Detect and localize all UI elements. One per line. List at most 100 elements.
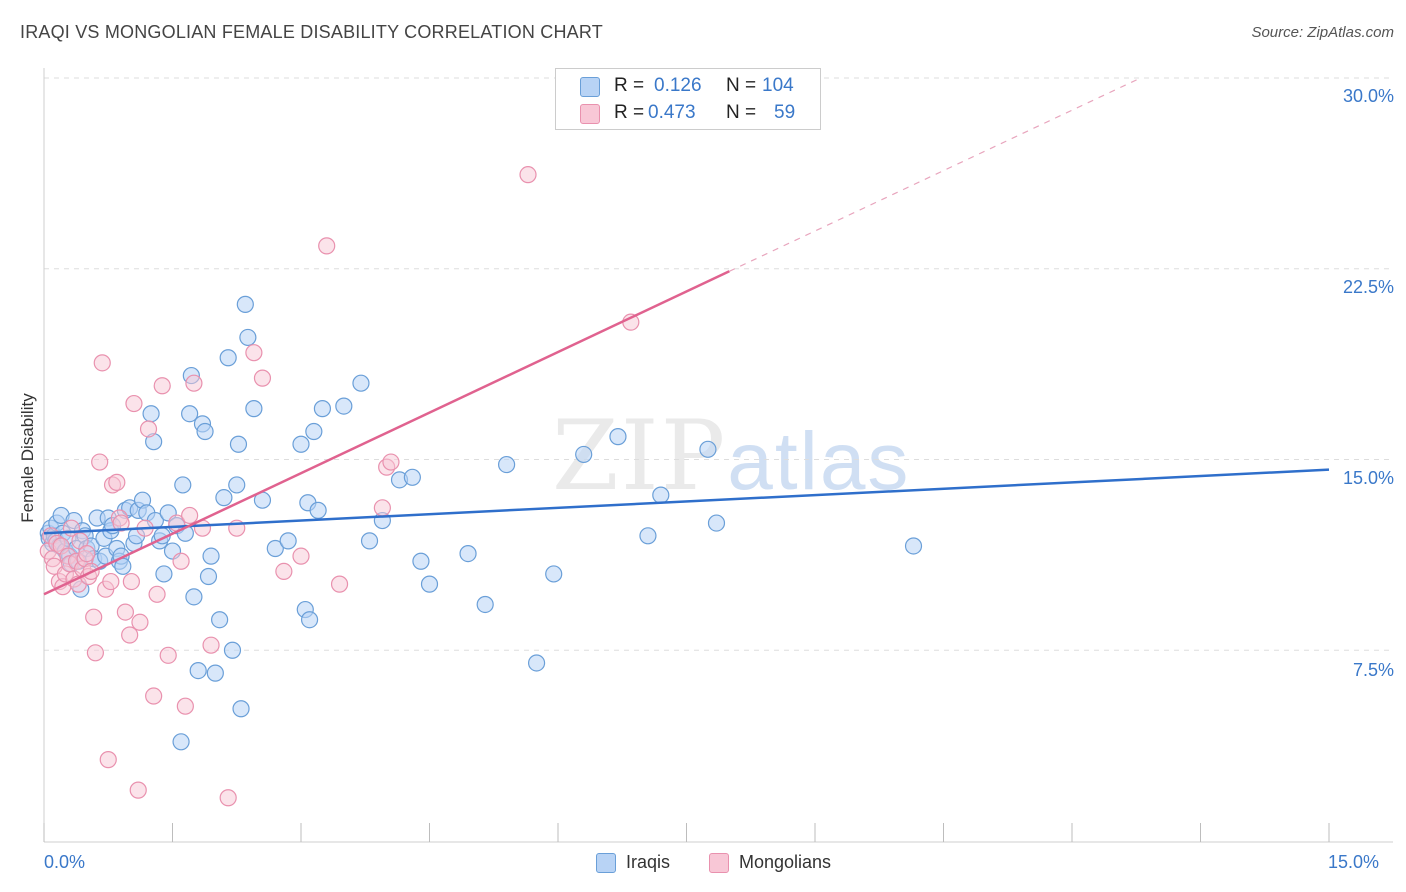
mongolians-point [176, 697, 194, 715]
mongolians-point [93, 354, 111, 372]
source-note: Source: ZipAtlas.com [1251, 24, 1394, 41]
iraqis-point [609, 428, 627, 446]
mongolians-point [129, 781, 147, 799]
mongolians-trend-line [43, 270, 730, 596]
mongolians-point [99, 751, 117, 769]
iraqis-point [174, 476, 192, 494]
iraqis-point [300, 611, 319, 629]
iraqis-point [313, 400, 332, 418]
iraqis-point [459, 545, 477, 563]
mongolians-point [108, 473, 126, 491]
mongolians-point [148, 585, 166, 603]
iraqis-point [172, 733, 190, 751]
iraqis-point [279, 532, 297, 550]
legend-n-label: N = [726, 75, 757, 96]
mongolians-point [159, 646, 177, 664]
iraqis-trend-line [43, 468, 1330, 535]
iraqis-point [202, 547, 220, 565]
iraqis-swatch [596, 853, 616, 873]
iraqis-point [527, 654, 546, 672]
iraqis-point [181, 405, 199, 423]
mongolians-point [219, 789, 237, 807]
bottom-legend-label: Iraqis [626, 852, 671, 872]
iraqis-point [652, 486, 670, 504]
iraqis-point [232, 700, 250, 718]
mongolians-point [78, 545, 96, 563]
iraqis-point [206, 664, 224, 682]
iraqis-point [904, 537, 923, 555]
iraqis-point [215, 489, 233, 507]
iraqis-point [305, 422, 323, 441]
iraqis-point [498, 455, 516, 474]
x-tick-label: 15.0% [1328, 852, 1380, 872]
mongolians-point [330, 575, 349, 593]
y-tick-label: 30.0% [1342, 86, 1394, 106]
mongolians-point [85, 608, 103, 626]
iraqis-point [155, 565, 173, 583]
legend-n-value: 104 [762, 75, 794, 96]
mongolians-point [245, 344, 263, 362]
iraqis-point [189, 661, 207, 680]
mongolians-point [172, 552, 190, 570]
legend-r-label: R = [614, 102, 645, 123]
iraqis-point [575, 445, 593, 464]
iraqis-point [229, 435, 248, 453]
bottom-legend-label: Mongolians [739, 852, 832, 872]
mongolians-point [102, 572, 120, 591]
iraqis-point [639, 527, 657, 545]
iraqis-point [239, 328, 257, 347]
mongolians-point [382, 453, 400, 471]
mongolians-swatch [580, 104, 600, 124]
iraqis-point [292, 435, 310, 453]
correlation-legend: R = 0.126 N = 104 R = 0.473 N = 59 [555, 68, 821, 130]
iraqis-point [196, 422, 214, 441]
iraqis-point [245, 400, 263, 418]
mongolians-point [373, 499, 391, 517]
legend-r-label: R = [614, 75, 645, 96]
axes [43, 68, 1393, 843]
iraqis-point [228, 476, 246, 494]
y-tick-label: 15.0% [1342, 468, 1394, 488]
iraqis-point [403, 468, 421, 486]
iraqis-point [211, 611, 229, 629]
legend-n-label: N = [726, 102, 757, 123]
mongolians-point [122, 572, 140, 591]
grid-lines [44, 77, 1393, 651]
iraqis-point [420, 575, 439, 593]
iraqis-point [707, 514, 726, 532]
mongolians-point [131, 613, 149, 631]
iraqis-point [236, 295, 254, 313]
legend-r-value: 0.473 [648, 102, 696, 123]
mongolians-point [519, 166, 537, 184]
mongolians-point [145, 687, 163, 705]
iraqis-point [142, 405, 160, 423]
trend-lines [43, 77, 1330, 596]
y-tick-label: 22.5% [1342, 277, 1394, 297]
series-mongolians-points [39, 166, 640, 807]
y-tick-label: 7.5% [1352, 660, 1394, 680]
mongolians-point [116, 603, 134, 621]
iraqis-point [476, 595, 494, 614]
mongolians-point [91, 453, 109, 471]
iraqis-point [199, 567, 218, 586]
mongolians-point [86, 644, 105, 662]
iraqis-point [309, 501, 327, 519]
iraqis-point [266, 539, 284, 558]
mongolians-point [125, 394, 143, 413]
mongolians-trend-extrapolation [729, 77, 1141, 272]
mongolians-point [121, 626, 139, 644]
mongolians-swatch [709, 853, 729, 873]
mongolians-point [112, 514, 130, 532]
mongolians-point [185, 374, 203, 392]
chart-title: IRAQI VS MONGOLIAN FEMALE DISABILITY COR… [20, 22, 603, 42]
mongolians-point [253, 369, 272, 387]
iraqis-point [185, 588, 203, 606]
mongolians-point [318, 237, 336, 255]
iraqis-point [360, 532, 379, 550]
iraqis-point [219, 349, 237, 367]
mongolians-point [153, 377, 171, 395]
iraqis-point [335, 397, 353, 415]
iraqis-point [412, 552, 430, 570]
iraqis-point [223, 641, 242, 659]
